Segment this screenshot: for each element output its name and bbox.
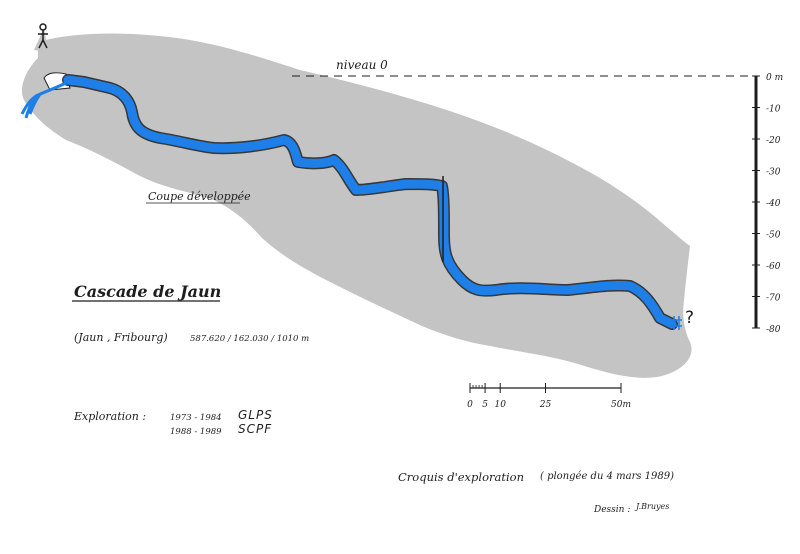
depth-tick-label: -60 [766,262,781,272]
depth-tick-label: -10 [766,105,781,115]
dive-note: ( plongée du 4 mars 1989) [540,471,675,482]
person-icon [38,23,48,49]
level-zero-label: niveau 0 [336,58,388,72]
depth-tick-label: 0 m [766,73,783,83]
coordinates-label: 587.620 / 162.030 / 1010 m [190,334,310,344]
length-scale-label: 5 [482,400,488,410]
drawn-by-signature: J.Bruyes [636,502,670,511]
page-title: Cascade de Jaun [74,282,222,301]
length-scale-label: 25 [539,400,552,410]
exploration-club-1: GLPS [238,408,273,422]
entrance-cliff [34,28,48,52]
length-scale: 0 5 10 25 50m [467,383,631,410]
length-scale-label: 50m [611,400,631,410]
rock-mass [21,33,692,378]
exploration-years-1: 1973 - 1984 [170,413,222,423]
depth-tick-label: -50 [766,231,781,241]
exploration-label: Exploration : [74,410,147,423]
depth-tick-label: -40 [766,199,781,209]
depth-tick-label: -20 [766,136,781,146]
section-label: Coupe développée [148,190,251,203]
gallery-water [63,75,677,329]
depth-tick-label: -30 [766,168,781,178]
sketch-note: Croquis d'exploration [398,470,524,484]
water-gallery [20,74,678,330]
question-mark-icon: ? [685,308,695,328]
depth-tick-label: -70 [766,294,781,304]
depth-tick-label: -80 [766,325,781,335]
exploration-years-2: 1988 - 1989 [170,427,222,437]
resurgence-water [20,80,69,119]
sump-hatch-icon [671,316,682,330]
drawn-by-label: Dessin : [594,505,631,515]
location-label: (Jaun , Fribourg) [74,331,168,344]
depth-scale: 0 m -10 -20 -30 -40 -50 -60 -70 -80 [752,73,783,335]
length-scale-label: 10 [494,400,506,410]
length-scale-label: 0 [467,400,473,410]
exploration-club-2: SCPF [238,422,273,436]
